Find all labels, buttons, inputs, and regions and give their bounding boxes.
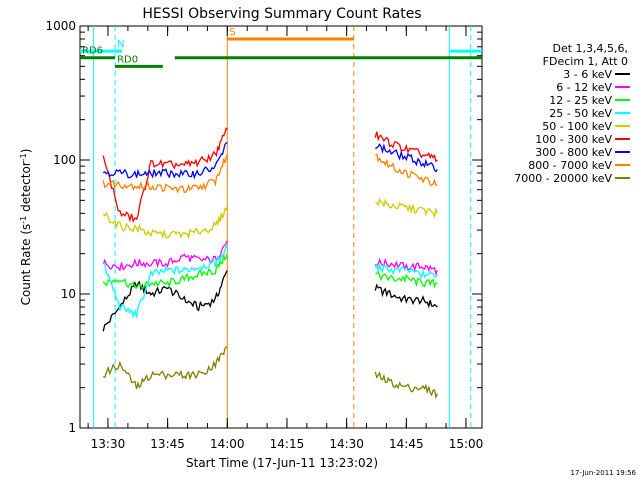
series-line xyxy=(375,197,438,219)
plot-frame xyxy=(79,25,483,429)
series-line xyxy=(102,244,228,319)
state-bar-label: RD0 xyxy=(117,54,138,65)
y-axis-label-end: ) xyxy=(19,149,33,154)
x-axis-label: Start Time (17-Jun-11 13:23:02) xyxy=(186,456,378,470)
x-tick-label: 14:15 xyxy=(270,437,305,451)
legend-label: 50 - 100 keV xyxy=(542,120,612,133)
legend-label: 25 - 50 keV xyxy=(549,107,612,120)
chart-title: HESSI Observing Summary Count Rates xyxy=(142,6,421,22)
x-tick-label: 13:30 xyxy=(91,437,126,451)
series-line xyxy=(375,153,438,187)
footer-timestamp: 17-Jun-2011 19:56 xyxy=(571,469,637,477)
legend-label: 3 - 6 keV xyxy=(563,68,612,81)
series-line xyxy=(102,154,228,194)
plot-area xyxy=(79,25,483,429)
series-line xyxy=(102,270,228,332)
y-axis-label-mid: detector xyxy=(19,161,33,216)
legend-label: 12 - 25 keV xyxy=(549,94,612,107)
series-line xyxy=(102,240,228,272)
series-line xyxy=(375,269,438,289)
y-axis-label-main: Count Rate (s xyxy=(19,224,33,306)
x-tick-label: 13:45 xyxy=(150,437,185,451)
series-line xyxy=(374,131,438,163)
legend-label: 6 - 12 keV xyxy=(556,81,612,94)
legend: Det 1,3,4,5,6, FDecim 1, Att 0 3 - 6 keV… xyxy=(514,42,630,185)
y-axis-label: Count Rate (s-1 detector-1) xyxy=(19,149,34,306)
legend-header-1: Det 1,3,4,5,6, xyxy=(552,42,628,55)
y-axis-label-sup1: -1 xyxy=(19,216,28,224)
state-bar-label: N xyxy=(117,39,124,50)
attenuator-state-bars: N RD0 RD6 S xyxy=(80,27,482,68)
series-line xyxy=(374,262,438,280)
legend-header-2: FDecim 1, Att 0 xyxy=(543,55,628,68)
series-line xyxy=(374,283,438,309)
x-axis-ticks: 13:30 13:45 14:00 14:15 14:30 14:45 15:00 xyxy=(87,26,484,451)
series-line xyxy=(102,253,228,289)
y-tick-label: 10 xyxy=(61,287,76,301)
y-tick-label: 1 xyxy=(68,421,76,435)
series-line xyxy=(374,371,438,400)
y-axis-ticks: 1 10 100 1000 xyxy=(45,19,482,435)
legend-label: 7000 - 20000 keV xyxy=(514,172,612,185)
legend-label: 300 - 800 keV xyxy=(535,146,612,159)
state-bar-label: S xyxy=(229,27,235,38)
series-line xyxy=(375,143,438,173)
series-line xyxy=(374,257,438,276)
legend-label: 100 - 300 keV xyxy=(535,133,612,146)
series-lines xyxy=(102,127,438,400)
state-bar-label: RD6 xyxy=(82,46,103,57)
y-tick-label: 100 xyxy=(53,153,76,167)
series-line xyxy=(103,346,228,390)
series-line xyxy=(102,127,228,224)
x-tick-label: 15:00 xyxy=(449,437,484,451)
x-tick-label: 14:45 xyxy=(389,437,424,451)
x-tick-label: 14:00 xyxy=(210,437,245,451)
vertical-markers xyxy=(93,26,472,428)
series-line xyxy=(102,206,228,240)
legend-label: 800 - 7000 keV xyxy=(528,159,612,172)
x-tick-label: 14:30 xyxy=(329,437,364,451)
series-line xyxy=(102,141,228,180)
y-tick-label: 1000 xyxy=(45,19,76,33)
y-axis-label-sup2: -1 xyxy=(19,153,28,161)
